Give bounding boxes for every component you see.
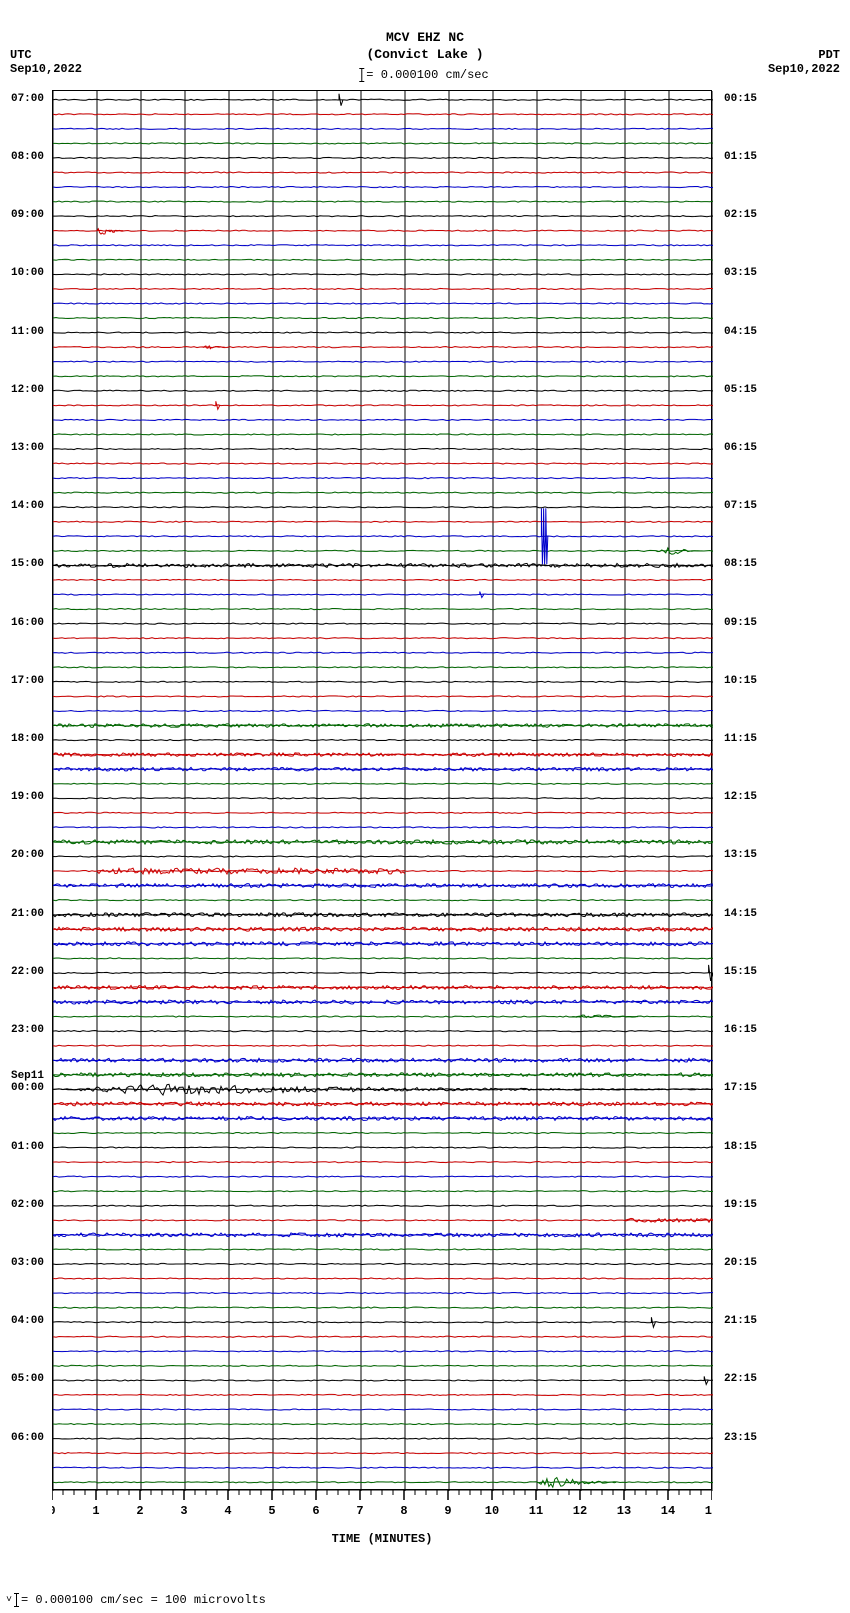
svg-text:13: 13 xyxy=(617,1504,631,1518)
right-hour-label: 08:15 xyxy=(724,558,757,570)
left-hour-label: 18:00 xyxy=(11,733,44,745)
right-hour-label: 22:15 xyxy=(724,1373,757,1385)
right-hour-label: 19:15 xyxy=(724,1199,757,1211)
right-hour-label: 12:15 xyxy=(724,791,757,803)
scale-bar-icon xyxy=(361,68,362,82)
left-hour-label: 08:00 xyxy=(11,151,44,163)
footer-scale-bar-icon xyxy=(16,1593,17,1607)
right-hour-label: 15:15 xyxy=(724,966,757,978)
svg-text:4: 4 xyxy=(224,1504,231,1518)
right-hour-label: 09:15 xyxy=(724,617,757,629)
right-hour-label: 04:15 xyxy=(724,326,757,338)
left-hour-label: 21:00 xyxy=(11,908,44,920)
footer-tick-icon: ˅ xyxy=(6,1595,12,1606)
left-hour-label: 10:00 xyxy=(11,267,44,279)
svg-text:7: 7 xyxy=(356,1504,363,1518)
left-hour-label: 11:00 xyxy=(11,326,44,338)
right-hour-label: 21:15 xyxy=(724,1315,757,1327)
svg-text:11: 11 xyxy=(529,1504,543,1518)
right-hour-label: 05:15 xyxy=(724,384,757,396)
tz-right-label: PDT xyxy=(768,48,840,62)
footer-text: = 0.000100 cm/sec = 100 microvolts xyxy=(21,1593,266,1607)
left-hour-label: 23:00 xyxy=(11,1024,44,1036)
right-hour-label: 18:15 xyxy=(724,1141,757,1153)
svg-text:0: 0 xyxy=(52,1504,56,1518)
left-hour-label: 17:00 xyxy=(11,675,44,687)
svg-text:5: 5 xyxy=(268,1504,275,1518)
tz-left-date: Sep10,2022 xyxy=(10,62,82,76)
scale-note: = 0.000100 cm/sec xyxy=(361,68,488,82)
right-hour-label: 17:15 xyxy=(724,1082,757,1094)
station-title: MCV EHZ NC xyxy=(0,30,850,47)
scale-text: = 0.000100 cm/sec xyxy=(366,68,488,82)
svg-text:9: 9 xyxy=(444,1504,451,1518)
left-hour-label: 06:00 xyxy=(11,1432,44,1444)
tz-right-block: PDT Sep10,2022 xyxy=(768,48,840,76)
seismogram-plot xyxy=(52,90,712,1490)
left-hour-label: 12:00 xyxy=(11,384,44,396)
left-hour-label: 09:00 xyxy=(11,209,44,221)
svg-text:14: 14 xyxy=(661,1504,675,1518)
right-hour-label: 16:15 xyxy=(724,1024,757,1036)
left-hour-label: 22:00 xyxy=(11,966,44,978)
station-subtitle: (Convict Lake ) xyxy=(0,47,850,64)
left-hour-label: 00:00 xyxy=(11,1082,44,1094)
right-hour-label: 10:15 xyxy=(724,675,757,687)
left-hour-label: 02:00 xyxy=(11,1199,44,1211)
right-hour-label: 11:15 xyxy=(724,733,757,745)
right-hour-label: 14:15 xyxy=(724,908,757,920)
right-hour-label: 13:15 xyxy=(724,849,757,861)
right-hour-label: 03:15 xyxy=(724,267,757,279)
right-hour-label: 23:15 xyxy=(724,1432,757,1444)
seismogram-svg xyxy=(53,91,713,1491)
right-hour-label: 07:15 xyxy=(724,500,757,512)
tz-right-date: Sep10,2022 xyxy=(768,62,840,76)
left-hour-label: 07:00 xyxy=(11,93,44,105)
left-hour-label: 01:00 xyxy=(11,1141,44,1153)
tz-left-label: UTC xyxy=(10,48,82,62)
svg-text:12: 12 xyxy=(573,1504,587,1518)
svg-text:6: 6 xyxy=(312,1504,319,1518)
left-hour-label: 05:00 xyxy=(11,1373,44,1385)
left-hour-label: 04:00 xyxy=(11,1315,44,1327)
x-axis-svg: 0123456789101112131415 xyxy=(52,1490,712,1530)
x-axis-label: TIME (MINUTES) xyxy=(52,1532,712,1546)
left-hour-label: 15:00 xyxy=(11,558,44,570)
left-date-marker: Sep11 xyxy=(11,1070,44,1082)
right-hour-label: 02:15 xyxy=(724,209,757,221)
right-hour-label: 06:15 xyxy=(724,442,757,454)
svg-text:10: 10 xyxy=(485,1504,499,1518)
left-hour-label: 03:00 xyxy=(11,1257,44,1269)
svg-text:15: 15 xyxy=(705,1504,712,1518)
right-hour-label: 00:15 xyxy=(724,93,757,105)
svg-text:2: 2 xyxy=(136,1504,143,1518)
left-hour-label: 13:00 xyxy=(11,442,44,454)
left-hour-label: 19:00 xyxy=(11,791,44,803)
tz-left-block: UTC Sep10,2022 xyxy=(10,48,82,76)
svg-text:1: 1 xyxy=(92,1504,99,1518)
left-hour-label: 16:00 xyxy=(11,617,44,629)
left-hour-label: 20:00 xyxy=(11,849,44,861)
footer-scale: ˅ = 0.000100 cm/sec = 100 microvolts xyxy=(6,1593,266,1607)
right-hour-label: 01:15 xyxy=(724,151,757,163)
left-hour-label: 14:00 xyxy=(11,500,44,512)
svg-text:3: 3 xyxy=(180,1504,187,1518)
right-hour-label: 20:15 xyxy=(724,1257,757,1269)
svg-text:8: 8 xyxy=(400,1504,407,1518)
chart-header: MCV EHZ NC (Convict Lake ) xyxy=(0,30,850,64)
